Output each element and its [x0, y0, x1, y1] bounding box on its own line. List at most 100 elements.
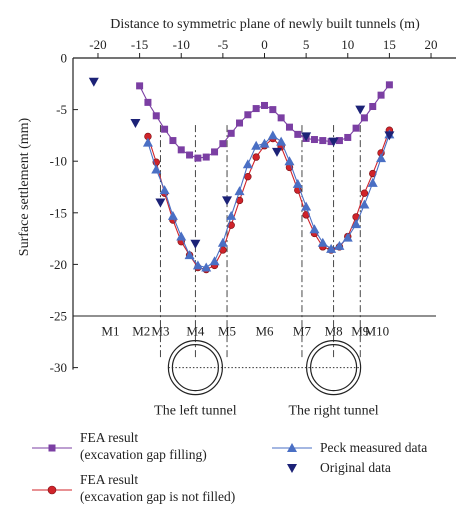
data-point [130, 119, 141, 129]
data-point [326, 243, 337, 253]
data-point [152, 112, 160, 120]
data-point [259, 138, 270, 148]
data-point [201, 262, 212, 272]
data-point [344, 133, 352, 141]
series-3 [88, 77, 395, 249]
data-point [176, 231, 187, 241]
data-point [342, 232, 353, 242]
x-tick-label: -5 [217, 37, 228, 52]
y-tick-label: -10 [50, 154, 67, 169]
legend-label: FEA result [80, 472, 138, 487]
legend-sublabel: (excavation gap filling) [80, 447, 207, 462]
y-tick-label: -5 [56, 102, 67, 117]
series-2 [142, 129, 395, 272]
y-axis-title: Surface settlement (mm) [17, 117, 32, 256]
data-point [284, 156, 295, 166]
data-point [367, 177, 378, 187]
legend-marker [287, 464, 297, 473]
data-point [292, 178, 303, 188]
tunnel-label: The left tunnel [154, 404, 237, 419]
data-point [252, 153, 260, 161]
data-point [377, 91, 385, 99]
monitoring-point-label: M9 [351, 323, 369, 338]
data-point [271, 147, 282, 157]
legend-label: Original data [320, 460, 391, 475]
data-point [227, 129, 235, 137]
legend-marker [287, 443, 297, 452]
data-point [319, 137, 327, 145]
data-point [186, 151, 194, 159]
series-line [147, 134, 390, 269]
data-point [234, 186, 245, 196]
data-point [142, 137, 153, 147]
data-point [242, 159, 253, 169]
monitoring-point-label: M8 [325, 323, 343, 338]
data-point [184, 250, 195, 260]
data-point [276, 136, 287, 146]
data-point [384, 131, 395, 141]
data-point [369, 103, 377, 111]
series-0 [136, 81, 393, 162]
monitoring-point-label: M7 [293, 323, 312, 338]
tunnel-label: The right tunnel [289, 404, 379, 419]
legend-sublabel: (excavation gap is not filled) [80, 489, 235, 504]
data-point [219, 140, 227, 148]
y-tick-label: -20 [50, 257, 67, 272]
data-point [301, 201, 312, 211]
monitoring-point-label: M3 [151, 323, 169, 338]
data-point [285, 123, 293, 131]
data-point [310, 136, 318, 144]
data-point [236, 119, 244, 127]
data-point [252, 105, 260, 113]
data-point [217, 237, 228, 247]
data-point [177, 146, 185, 154]
x-tick-label: 15 [383, 37, 396, 52]
data-point [169, 137, 177, 145]
monitoring-point-label: M2 [132, 323, 150, 338]
data-point [251, 140, 262, 150]
legend-marker [47, 485, 57, 495]
data-point [355, 105, 366, 115]
data-point [161, 125, 169, 133]
data-point [222, 196, 233, 206]
data-point [328, 137, 339, 147]
y-tick-label: -25 [50, 309, 67, 324]
x-tick-label: 10 [341, 37, 354, 52]
tunnel-inner-circle [310, 344, 358, 392]
legend-label: Peck measured data [320, 440, 427, 455]
x-tick-label: 0 [261, 37, 268, 52]
legend-marker [48, 444, 56, 452]
data-point [309, 224, 320, 234]
x-tick-label: 20 [425, 37, 438, 52]
legend-label: FEA result [80, 430, 138, 445]
monitoring-point-label: M4 [186, 323, 205, 338]
y-tick-label: -30 [50, 360, 67, 375]
data-point [202, 153, 210, 161]
data-point [385, 81, 393, 89]
legend-item: FEA result (excavation gap filling) [32, 430, 207, 462]
data-point [159, 185, 170, 195]
data-point [144, 98, 152, 106]
y-tick-label: -15 [50, 205, 67, 220]
data-point [136, 82, 144, 90]
data-point [359, 199, 370, 209]
x-tick-label: -15 [131, 37, 148, 52]
x-tick-label: -10 [173, 37, 190, 52]
data-point [192, 260, 203, 270]
legend-item: FEA result (excavation gap is not filled) [32, 472, 235, 504]
data-point [267, 130, 278, 140]
data-point [376, 153, 387, 163]
legend-item: Peck measured data [272, 440, 427, 455]
data-point [352, 124, 360, 132]
data-point [261, 101, 268, 109]
y-tick-label: 0 [61, 51, 68, 66]
data-point [151, 164, 162, 174]
monitoring-point-label: M6 [255, 323, 274, 338]
data-point [244, 111, 252, 119]
data-point [209, 256, 220, 266]
data-point [88, 77, 99, 87]
data-point [190, 239, 201, 249]
monitoring-point-label: M5 [218, 323, 236, 338]
data-point [269, 106, 277, 114]
